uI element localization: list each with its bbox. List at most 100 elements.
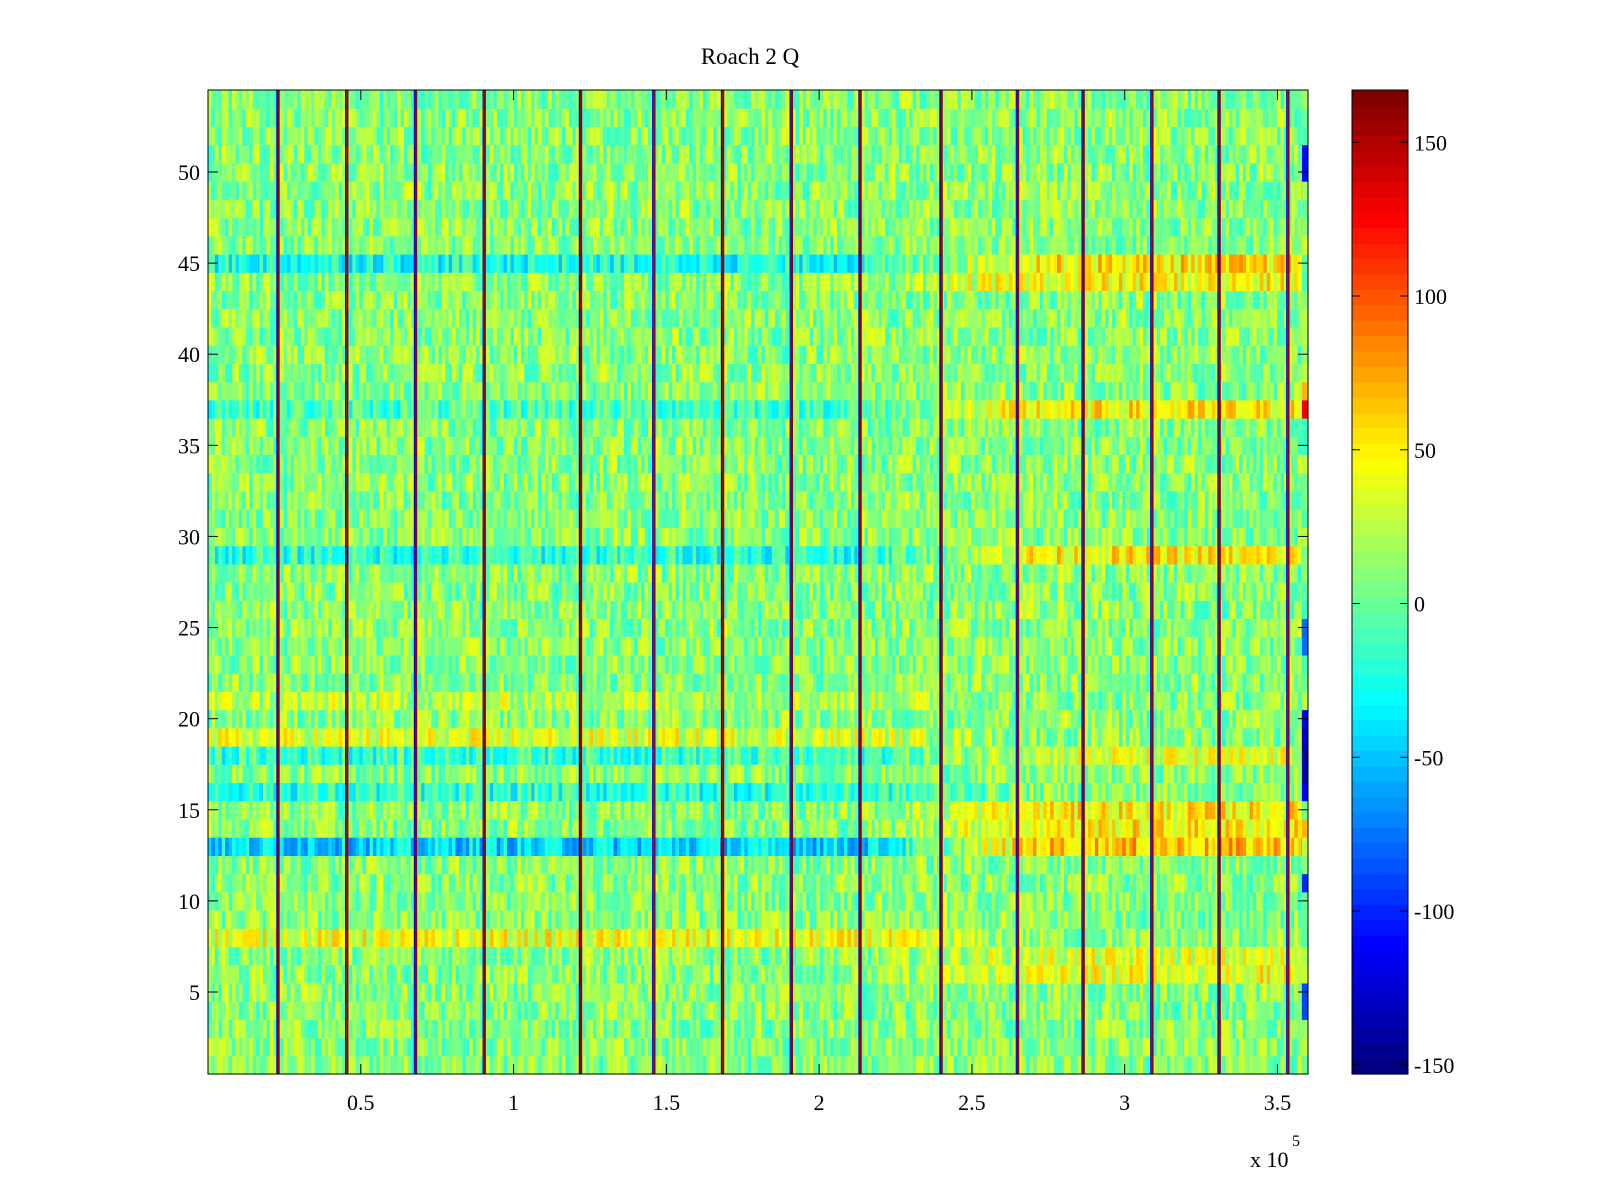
heatmap-cell <box>1050 837 1055 856</box>
heatmap-cell <box>960 818 965 838</box>
heatmap-cell <box>421 837 426 856</box>
heatmap-cell <box>847 891 852 911</box>
heatmap-cell <box>737 1055 742 1075</box>
heatmap-cell <box>933 1055 938 1075</box>
heatmap-cell <box>1132 1055 1137 1075</box>
heatmap-cell <box>761 982 766 1002</box>
heatmap-cell <box>503 873 508 893</box>
heatmap-cell <box>854 818 859 838</box>
heatmap-cell <box>280 1019 285 1039</box>
heatmap-cell <box>1263 928 1268 948</box>
heatmap-cell <box>496 782 501 802</box>
heatmap-cell <box>544 837 549 856</box>
heatmap-cell <box>479 855 484 875</box>
heatmap-cell <box>1067 873 1072 893</box>
heatmap-cell <box>534 891 539 911</box>
heatmap-cell <box>300 964 305 984</box>
heatmap-cell <box>280 891 285 911</box>
heatmap-cell <box>861 1019 866 1039</box>
heatmap-cell <box>861 837 866 856</box>
heatmap-cell <box>623 855 628 875</box>
heatmap-cell <box>1259 964 1264 984</box>
heatmap-cell <box>331 928 336 948</box>
heatmap-cell <box>300 1019 305 1039</box>
heatmap-cell <box>493 928 498 948</box>
heatmap-cell <box>390 964 395 984</box>
heatmap-cell <box>1263 1019 1268 1039</box>
heatmap-cell <box>342 818 347 838</box>
heatmap-cell <box>809 928 814 948</box>
heatmap-cell <box>328 800 333 820</box>
heatmap-cell <box>348 782 353 802</box>
heatmap-cell <box>263 873 268 893</box>
heatmap-cell <box>1036 891 1041 911</box>
heatmap-cell <box>235 1055 240 1075</box>
heatmap-cell <box>854 891 859 911</box>
heatmap-cell <box>293 982 298 1002</box>
heatmap-cell <box>1022 928 1027 948</box>
heatmap-cell <box>314 1055 319 1075</box>
heatmap-cell <box>417 982 422 1002</box>
heatmap-cell <box>623 818 628 838</box>
heatmap-cell <box>623 800 628 820</box>
heatmap-cell <box>1033 946 1038 966</box>
heatmap-cell <box>507 1037 512 1057</box>
heatmap-cell <box>785 891 790 911</box>
heatmap-cell <box>314 1037 319 1057</box>
heatmap-cell <box>837 855 842 875</box>
heatmap-cell <box>929 873 934 893</box>
heatmap-cell <box>225 946 230 966</box>
heatmap-cell <box>761 800 766 820</box>
heatmap-cell <box>589 1037 594 1057</box>
heatmap-cell <box>950 837 955 856</box>
heatmap-cell <box>400 873 405 893</box>
heatmap-cell <box>496 818 501 838</box>
heatmap-cell <box>978 910 983 929</box>
heatmap-cell <box>489 928 494 948</box>
heatmap-cell <box>1108 928 1113 948</box>
heatmap-cell <box>1019 818 1024 838</box>
heatmap-cell <box>888 910 893 929</box>
heatmap-cell <box>476 946 481 966</box>
heatmap-cell <box>1067 1019 1072 1039</box>
heatmap-cell <box>871 800 876 820</box>
heatmap-cell <box>235 855 240 875</box>
heatmap-cell <box>1191 1019 1196 1039</box>
heatmap-cell <box>273 818 278 838</box>
heatmap-cell <box>709 1001 714 1020</box>
heatmap-cell <box>565 891 570 911</box>
heatmap-cell <box>744 873 749 893</box>
heatmap-cell <box>572 1055 577 1075</box>
heatmap-cell <box>802 910 807 929</box>
heatmap-cell <box>1098 837 1103 856</box>
heatmap-cell <box>355 837 360 856</box>
heatmap-cell <box>991 928 996 948</box>
heatmap-cell <box>1180 910 1185 929</box>
heatmap-cell <box>964 873 969 893</box>
heatmap-cell <box>287 1019 292 1039</box>
heatmap-cell <box>881 982 886 1002</box>
heatmap-cell <box>833 891 838 911</box>
heatmap-cell <box>548 891 553 911</box>
heatmap-cell <box>273 782 278 802</box>
heatmap-cell <box>895 800 900 820</box>
heatmap-cell <box>596 891 601 911</box>
heatmap-cell <box>551 946 556 966</box>
heatmap-cell <box>1008 964 1013 984</box>
heatmap-cell <box>1277 1055 1282 1075</box>
heatmap-cell <box>1163 1037 1168 1057</box>
heatmap-cell <box>950 964 955 984</box>
heatmap-cell <box>998 873 1003 893</box>
heatmap-cell <box>1273 1019 1278 1039</box>
heatmap-cell <box>785 855 790 875</box>
heatmap-cell <box>565 1037 570 1057</box>
heatmap-cell <box>1077 837 1082 856</box>
heatmap-cell <box>596 873 601 893</box>
heatmap-cell <box>441 910 446 929</box>
heatmap-cell <box>252 837 257 856</box>
heatmap-cell <box>407 1019 412 1039</box>
heatmap-cell <box>352 910 357 929</box>
heatmap-cell <box>1246 837 1251 856</box>
heatmap-cell <box>912 946 917 966</box>
heatmap-cell <box>1074 910 1079 929</box>
